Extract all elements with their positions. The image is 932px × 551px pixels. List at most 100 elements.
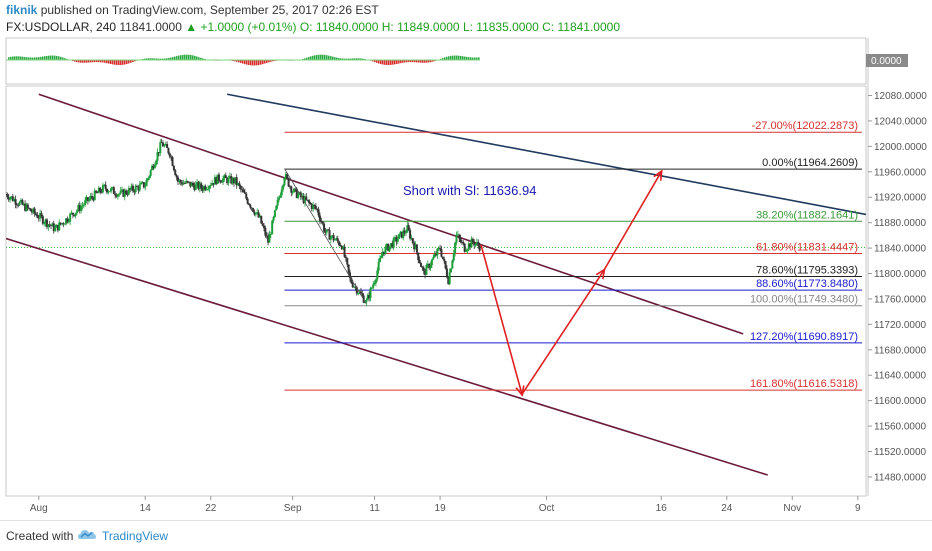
indicator-bar <box>108 60 110 64</box>
indicator-bar <box>318 55 320 60</box>
indicator-bar <box>244 60 246 64</box>
candle-body <box>240 186 242 189</box>
indicator-bar <box>252 60 254 65</box>
candle-body <box>109 191 111 192</box>
indicator-bar <box>12 57 14 60</box>
candle-body <box>315 206 317 209</box>
candle-body <box>228 178 230 183</box>
fib-level-label: -27.00%(12022.2873) <box>752 120 858 132</box>
indicator-bar <box>116 60 118 65</box>
candle-body <box>379 258 381 262</box>
tradingview-brand-link[interactable]: TradingView <box>102 529 168 543</box>
candle-body <box>180 180 182 182</box>
plot-area <box>6 86 866 496</box>
indicator-bar <box>184 55 186 60</box>
candle-body <box>102 185 104 192</box>
candle-body <box>337 238 339 241</box>
candle-body <box>279 195 281 197</box>
indicator-bar <box>392 60 394 65</box>
fib-level-label: 88.60%(11773.8480) <box>756 278 858 290</box>
x-tick-label: 22 <box>205 503 217 514</box>
candle-body <box>458 235 460 239</box>
indicator-bar <box>48 56 50 60</box>
candle-body <box>42 216 44 223</box>
indicator-bar <box>192 55 194 60</box>
candle-body <box>449 272 451 284</box>
candle-body <box>169 153 171 156</box>
candle-body <box>244 192 246 193</box>
candle-body <box>195 184 197 190</box>
indicator-bar <box>330 56 332 60</box>
annotation-text: Short with Sl: 11636.94 <box>403 183 536 198</box>
candle-body <box>431 260 433 265</box>
candle-body <box>292 192 294 193</box>
candle-body <box>432 257 434 259</box>
candle-body <box>425 265 427 275</box>
fib-level-label: 61.80%(11831.4447) <box>756 242 858 254</box>
indicator-bar <box>324 55 326 60</box>
candle-body <box>361 293 363 295</box>
candle-body <box>290 186 292 192</box>
candle-body <box>451 260 453 268</box>
candle-body <box>270 234 272 235</box>
candle-body <box>36 215 38 218</box>
candle-body <box>40 213 42 216</box>
indicator-bar <box>320 55 322 60</box>
candle-body <box>68 221 70 222</box>
indicator-bar <box>16 56 18 60</box>
candle-body <box>348 265 350 273</box>
indicator-bar <box>310 56 312 60</box>
candle-body <box>155 161 157 165</box>
candle-body <box>282 185 284 189</box>
candle-body <box>375 279 377 283</box>
x-tick-label: 14 <box>140 503 152 514</box>
tradingview-cloud-icon[interactable] <box>78 527 96 541</box>
candle-body <box>91 196 93 198</box>
price-chart[interactable]: 0.000012080.000012040.000012000.00001196… <box>0 0 932 520</box>
candle-body <box>408 225 410 230</box>
candle-body <box>27 205 29 208</box>
indicator-bar <box>322 55 324 60</box>
candle-body <box>72 213 74 215</box>
candle-body <box>34 209 36 214</box>
created-with-text: Created with <box>6 529 73 543</box>
y-tick-label: 11800.0000 <box>874 269 927 280</box>
candle-body <box>344 247 346 257</box>
candle-body <box>260 216 262 224</box>
y-tick-label: 11840.0000 <box>874 244 927 255</box>
y-tick-label: 12080.0000 <box>874 91 927 102</box>
candle-body <box>439 248 441 249</box>
candle-body <box>465 251 467 252</box>
candle-body <box>105 185 107 189</box>
candle-body <box>264 228 266 236</box>
y-tick-label: 11960.0000 <box>874 167 927 178</box>
indicator-bar <box>314 55 316 60</box>
indicator-bar <box>120 60 122 65</box>
candle-body <box>15 199 17 204</box>
indicator-bar <box>256 60 258 65</box>
candle-body <box>249 205 251 208</box>
candle-body <box>443 259 445 261</box>
candle-body <box>80 206 82 211</box>
candle-body <box>376 271 378 280</box>
fib-level-label: 0.00%(11964.2609) <box>762 157 858 169</box>
candle-body <box>200 183 202 188</box>
candle-body <box>274 210 276 217</box>
candle-body <box>421 267 423 268</box>
x-tick-label: Oct <box>539 503 555 514</box>
indicator-bar <box>42 57 44 60</box>
candle-body <box>338 241 340 245</box>
candle-body <box>339 245 341 246</box>
indicator-bar <box>254 60 256 65</box>
candle-body <box>393 238 395 248</box>
indicator-bar <box>246 60 248 65</box>
candle-body <box>54 228 56 231</box>
indicator-bar <box>18 56 20 60</box>
indicator-bar <box>124 60 126 64</box>
candle-body <box>297 194 299 197</box>
x-tick-label: Sep <box>284 503 302 514</box>
candle-body <box>176 175 178 177</box>
indicator-bar <box>20 57 22 60</box>
candle-body <box>172 157 174 166</box>
indicator-bar <box>328 56 330 60</box>
